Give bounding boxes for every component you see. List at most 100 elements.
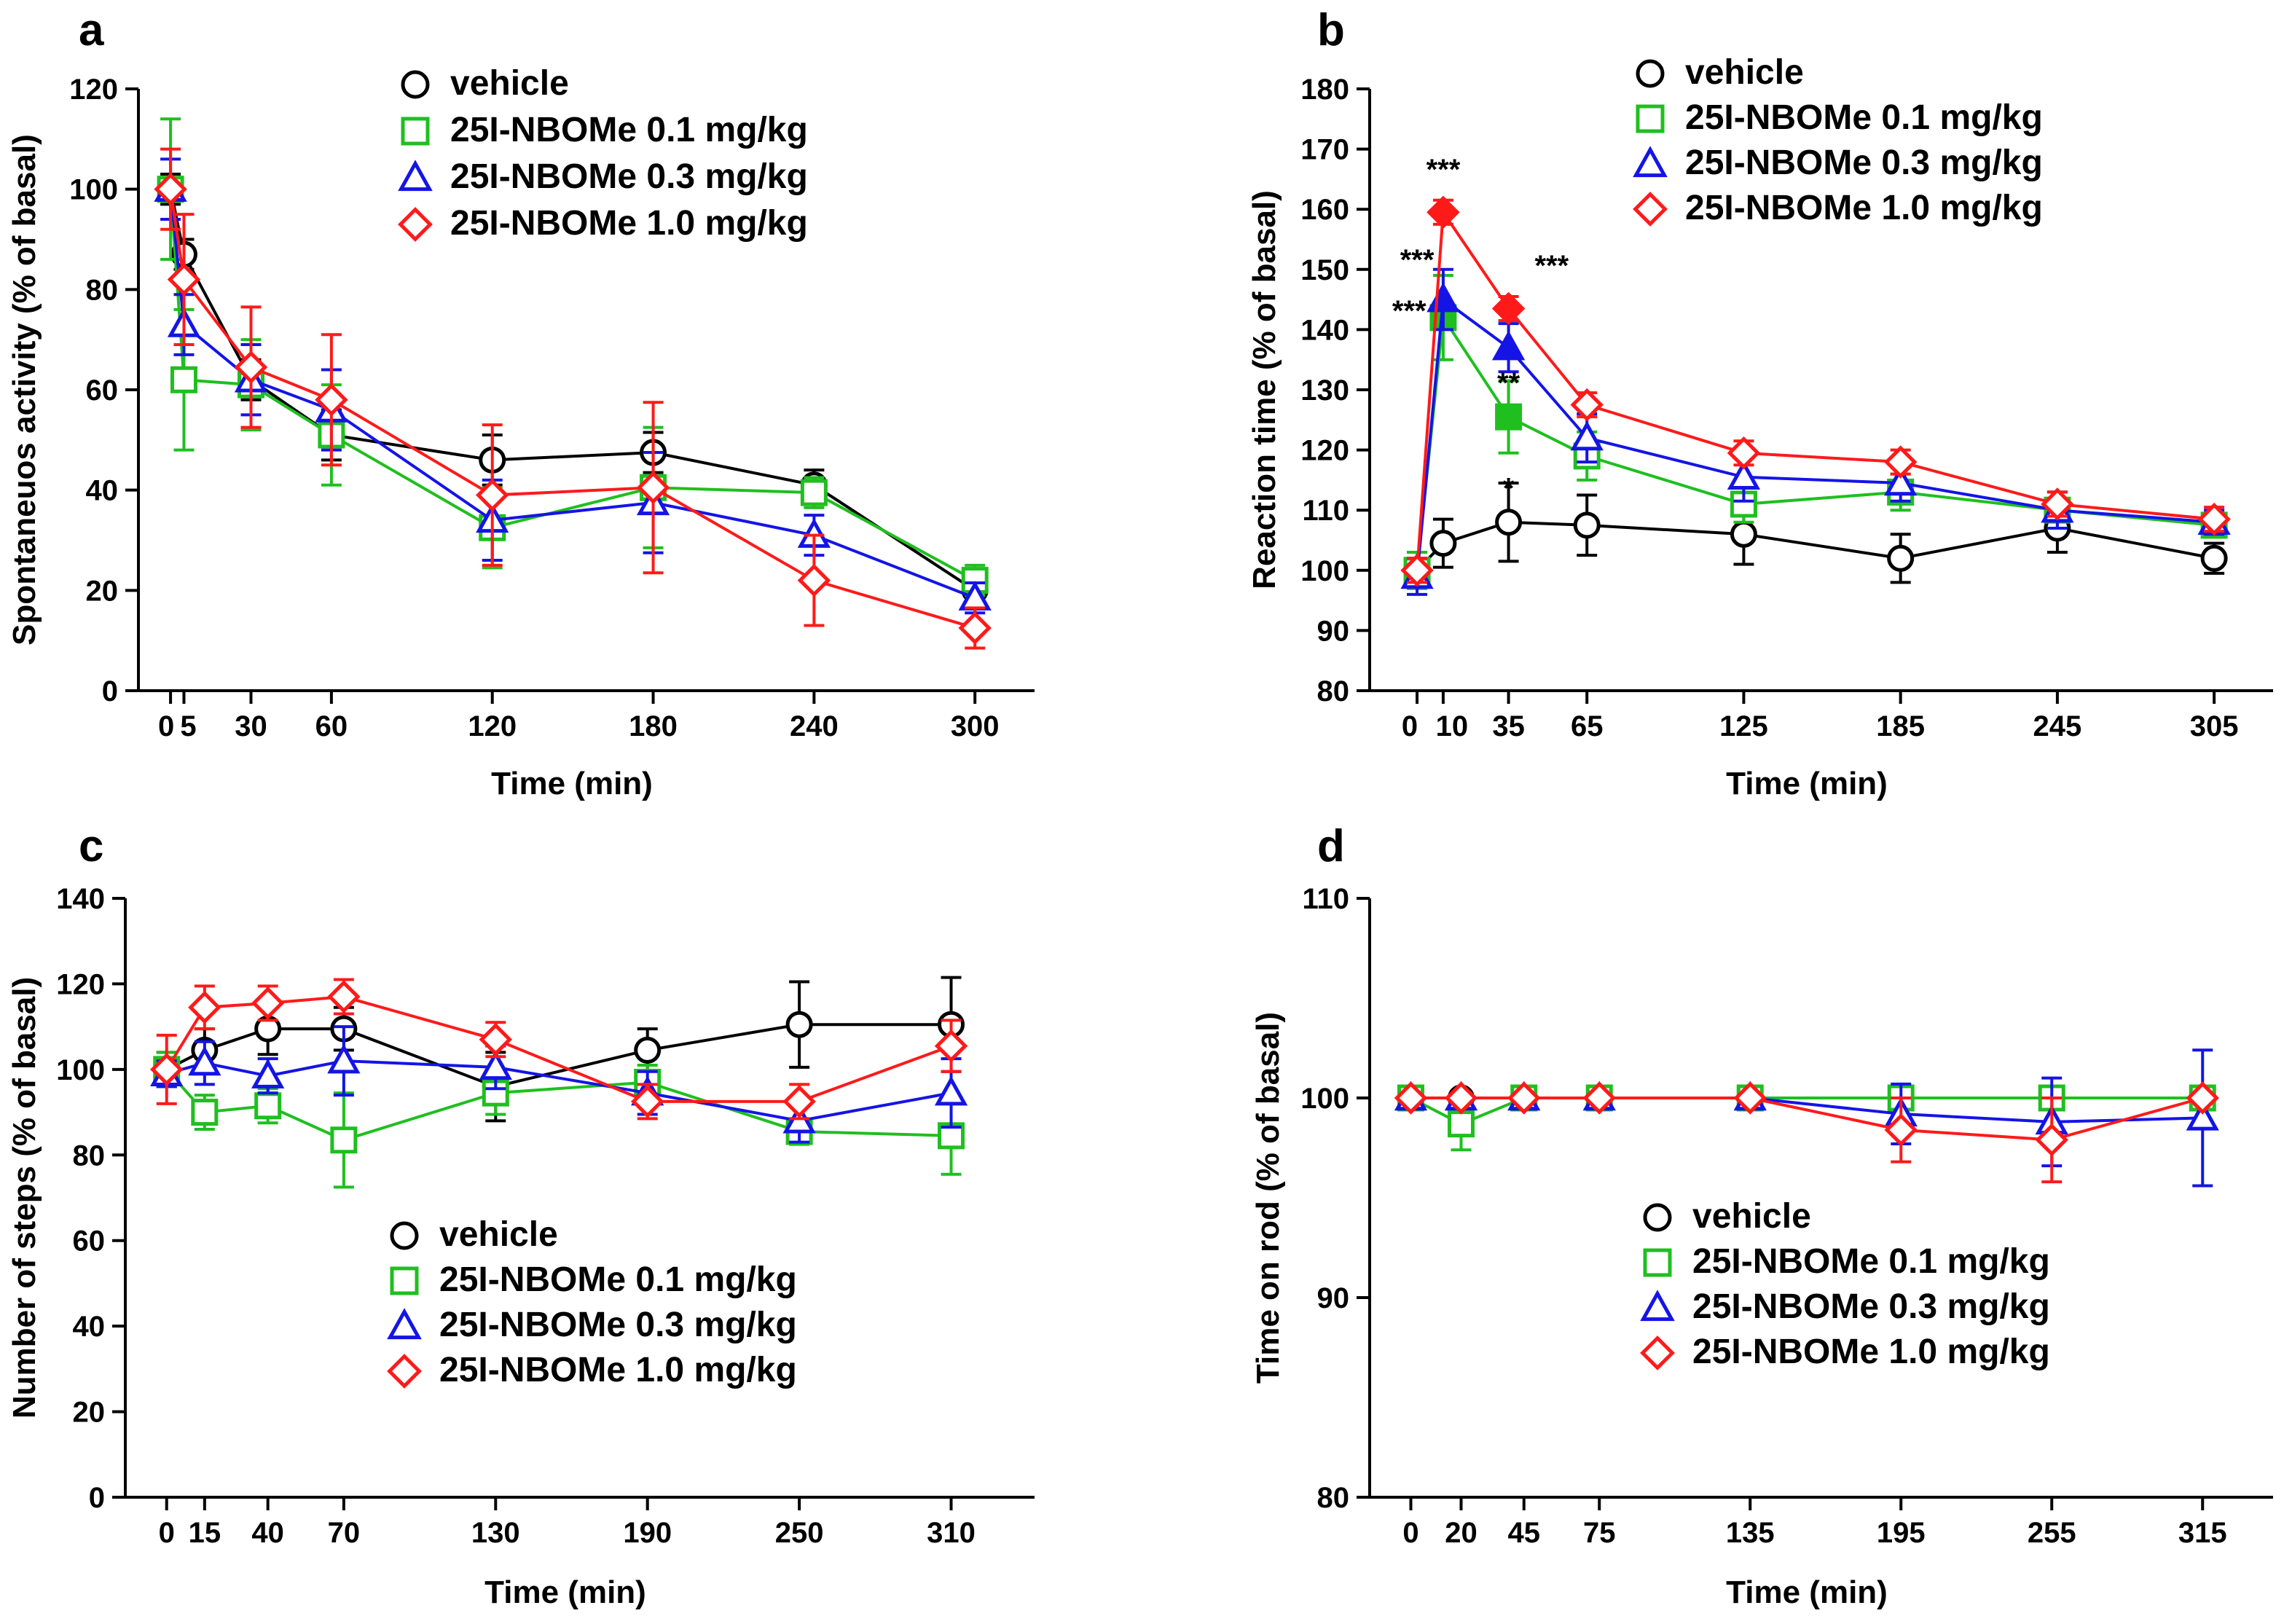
x-tick-label: 35 [1492, 710, 1525, 742]
x-tick-label: 40 [251, 1517, 284, 1549]
x-tick-label: 190 [623, 1517, 672, 1549]
legend-marker [1633, 192, 1668, 227]
y-tick-label: 60 [86, 374, 119, 407]
x-tick-label: 130 [471, 1517, 520, 1549]
legend-marker [390, 1221, 419, 1250]
legend-label: 25I-NBOMe 1.0 mg/kg [450, 204, 808, 243]
data-point [782, 1085, 816, 1118]
legend-label: vehicle [439, 1215, 558, 1254]
y-tick-label: 100 [56, 1054, 105, 1086]
y-axis-title: Reaction time (% of basal) [1247, 190, 1282, 589]
data-point [2035, 1123, 2068, 1157]
x-tick-label: 180 [629, 710, 678, 742]
y-tick-label: 170 [1300, 134, 1349, 166]
x-tick-label: 120 [468, 710, 517, 742]
x-tick-label: 65 [1571, 710, 1604, 742]
data-point [1883, 445, 1918, 479]
y-tick-label: 60 [73, 1225, 106, 1258]
legend: vehicle 25I-NBOMe 0.1 mg/kg 25I-NBOMe 0.3 … [387, 1215, 797, 1389]
y-tick-label: 120 [69, 74, 118, 106]
data-point [1400, 554, 1434, 587]
legend-label: vehicle [450, 64, 569, 103]
legend-label: 25I-NBOMe 0.3 mg/kg [450, 157, 808, 196]
data-point [1491, 291, 1526, 326]
series-line [169, 189, 976, 592]
x-tick-label: 310 [927, 1517, 976, 1549]
data-point [1887, 544, 1915, 572]
y-tick-label: 140 [56, 883, 105, 915]
legend-label: 25I-NBOMe 1.0 mg/kg [1685, 189, 2043, 227]
data-point [315, 383, 348, 417]
y-tick-label: 40 [73, 1311, 106, 1343]
data-point [1495, 509, 1523, 536]
y-tick-label: 90 [1317, 1282, 1350, 1314]
y-tick-label: 130 [1300, 374, 1349, 407]
x-axis-title: Time (min) [491, 766, 653, 801]
data-point [191, 1099, 219, 1126]
data-point [1570, 420, 1604, 451]
x-tick-label: 30 [235, 710, 267, 742]
x-tick-label: 185 [1876, 710, 1925, 742]
data-point [149, 1053, 184, 1086]
y-tick-label: 100 [69, 174, 118, 206]
data-point [254, 1092, 282, 1120]
legend-marker [1633, 146, 1668, 178]
data-point [934, 1075, 968, 1106]
legend-marker [398, 207, 433, 242]
significance-marker: ** [1497, 367, 1520, 399]
x-tick-label: 125 [1719, 710, 1768, 742]
panel-letter: a [79, 5, 104, 55]
series-line [1416, 208, 2215, 570]
y-tick-label: 80 [1317, 1482, 1350, 1514]
data-point [1426, 195, 1460, 230]
data-point [2197, 502, 2231, 536]
legend-label: vehicle [1685, 53, 1804, 92]
y-tick-label: 110 [1302, 883, 1349, 915]
legend-marker [1640, 1335, 1675, 1370]
data-point [1727, 460, 1761, 490]
data-point [251, 986, 285, 1020]
data-point [2200, 544, 2228, 572]
data-point [330, 1126, 358, 1154]
x-tick-label: 195 [1877, 1517, 1926, 1549]
legend-marker [398, 160, 433, 192]
data-point [251, 1059, 285, 1088]
x-tick-label: 0 [1402, 710, 1418, 742]
x-tick-label: 45 [1508, 1517, 1541, 1549]
legend-label: 25I-NBOMe 0.1 mg/kg [1685, 98, 2043, 137]
data-point [797, 563, 831, 597]
data-point [154, 172, 187, 206]
series-line [169, 189, 976, 629]
data-point [327, 980, 361, 1013]
data-point [482, 1079, 509, 1107]
series-line [169, 189, 976, 600]
y-tick-label: 160 [1300, 194, 1349, 226]
y-tick-label: 110 [1302, 495, 1349, 527]
legend-label: 25I-NBOMe 1.0 mg/kg [439, 1351, 797, 1389]
y-tick-label: 0 [102, 675, 118, 707]
y-tick-label: 80 [1317, 675, 1350, 707]
data-point [1448, 1110, 1475, 1138]
legend-marker [401, 70, 430, 99]
series-dose-1-0 [149, 978, 968, 1121]
y-axis-title: Spontaneuos activity (% of basal) [7, 134, 42, 646]
data-point [2186, 1081, 2219, 1115]
data-point [800, 479, 828, 506]
x-tick-label: 60 [315, 710, 348, 742]
data-point [1426, 282, 1460, 313]
data-point [1582, 1081, 1616, 1115]
y-axis-title: Time on rod (% of basal) [1250, 1012, 1286, 1384]
y-tick-label: 120 [1300, 435, 1349, 467]
x-tick-label: 20 [1445, 1517, 1477, 1549]
data-point [170, 366, 197, 393]
y-tick-label: 140 [1300, 314, 1349, 346]
legend-marker [1640, 1290, 1675, 1322]
legend-marker [387, 1354, 422, 1389]
y-tick-label: 0 [89, 1482, 105, 1514]
data-point [188, 990, 221, 1024]
x-tick-label: 0 [159, 1517, 175, 1549]
legend-marker [1636, 104, 1665, 133]
x-tick-label: 0 [158, 710, 174, 742]
significance-marker: *** [1426, 154, 1461, 186]
